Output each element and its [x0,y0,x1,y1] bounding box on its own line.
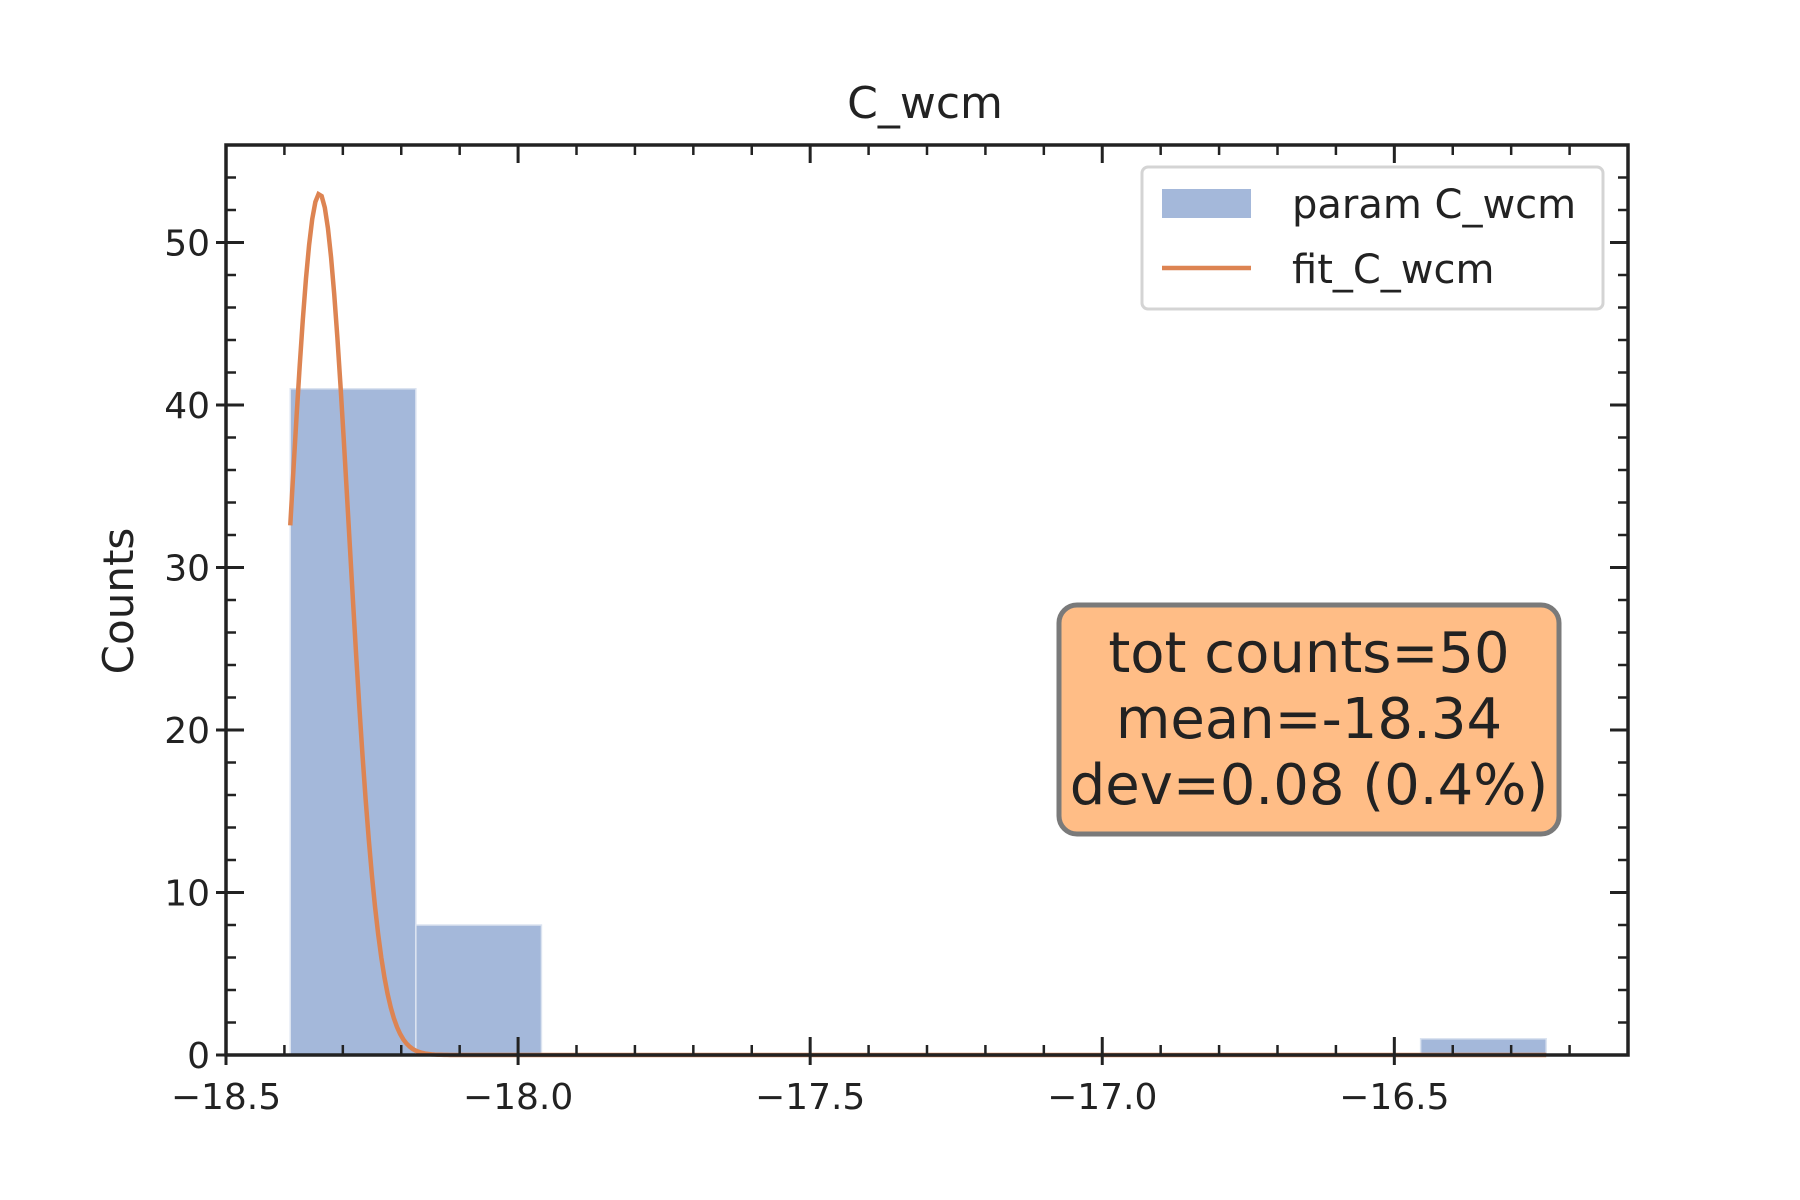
stats-mean: mean=-18.34 [1116,687,1502,752]
x-tick-label: −16.5 [1339,1077,1449,1118]
stats-deviation: dev=0.08 (0.4%) [1070,753,1549,818]
x-tick-label: −18.5 [171,1077,281,1118]
y-axis-label: Counts [94,528,143,675]
y-tick-label: 30 [164,549,210,590]
x-tick-label: −17.0 [1047,1077,1157,1118]
y-tick-label: 20 [164,711,210,752]
y-tick-label: 0 [187,1036,210,1077]
stats-total-counts: tot counts=50 [1108,621,1509,686]
axis-tick-labels: −18.5 −18.0 −17.5 −17.0 −16.5 0 10 20 30 40 50 [164,224,1449,1119]
stats-annotation-box [1056,602,1562,837]
legend-box [1140,165,1605,311]
histogram-bars [289,388,1547,1056]
y-tick-label: 50 [164,224,210,265]
x-tick-label: −17.5 [755,1077,865,1118]
chart-title: C_wcm [847,78,1003,129]
stats-annotation: tot counts=50 mean=-18.34 dev=0.08 (0.4%… [1056,602,1562,837]
histogram-bar [415,924,543,1056]
y-tick-label: 40 [164,386,210,427]
legend: param C_wcm fit_C_wcm [1140,165,1605,311]
legend-label-fit: fit_C_wcm [1292,247,1494,293]
legend-swatch-histogram [1162,189,1251,218]
histogram-bar [289,388,417,1056]
x-tick-label: −18.0 [463,1077,573,1118]
axis-ticks [216,145,1628,1065]
histogram-bar [1419,1038,1547,1056]
y-tick-label: 10 [164,874,210,915]
legend-label-histogram: param C_wcm [1292,182,1576,228]
